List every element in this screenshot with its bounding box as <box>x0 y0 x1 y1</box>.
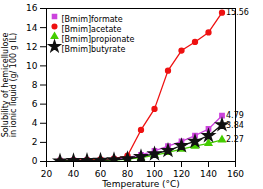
svg-text:[Bmim]butyrate: [Bmim]butyrate <box>62 45 126 54</box>
svg-text:3.84: 3.84 <box>226 121 244 130</box>
svg-text:2: 2 <box>32 137 38 147</box>
svg-text:140: 140 <box>200 169 217 179</box>
svg-text:[Bmim]acetate: [Bmim]acetate <box>62 25 122 34</box>
svg-text:60: 60 <box>95 169 107 179</box>
svg-text:4.79: 4.79 <box>226 111 244 120</box>
svg-text:[Bmim]formate: [Bmim]formate <box>62 15 123 24</box>
svg-text:20: 20 <box>41 169 53 179</box>
svg-text:160: 160 <box>227 169 244 179</box>
svg-text:2.27: 2.27 <box>226 135 244 144</box>
svg-text:4: 4 <box>32 118 38 128</box>
svg-text:10: 10 <box>26 61 38 71</box>
svg-text:120: 120 <box>173 169 190 179</box>
svg-text:40: 40 <box>68 169 80 179</box>
svg-text:16: 16 <box>26 3 38 13</box>
svg-text:6: 6 <box>32 99 38 109</box>
svg-text:14: 14 <box>26 23 38 33</box>
svg-text:Temperature (°C): Temperature (°C) <box>101 179 180 189</box>
svg-text:12: 12 <box>26 42 37 52</box>
svg-text:100: 100 <box>146 169 163 179</box>
svg-text:0: 0 <box>32 156 38 166</box>
svg-text:Solubility of hemicellulosein: Solubility of hemicellulosein ionic liqu… <box>1 33 18 138</box>
svg-text:80: 80 <box>122 169 134 179</box>
svg-text:[Bmim]propionate: [Bmim]propionate <box>62 35 135 44</box>
svg-text:15.56: 15.56 <box>226 8 249 17</box>
svg-text:8: 8 <box>32 80 38 90</box>
